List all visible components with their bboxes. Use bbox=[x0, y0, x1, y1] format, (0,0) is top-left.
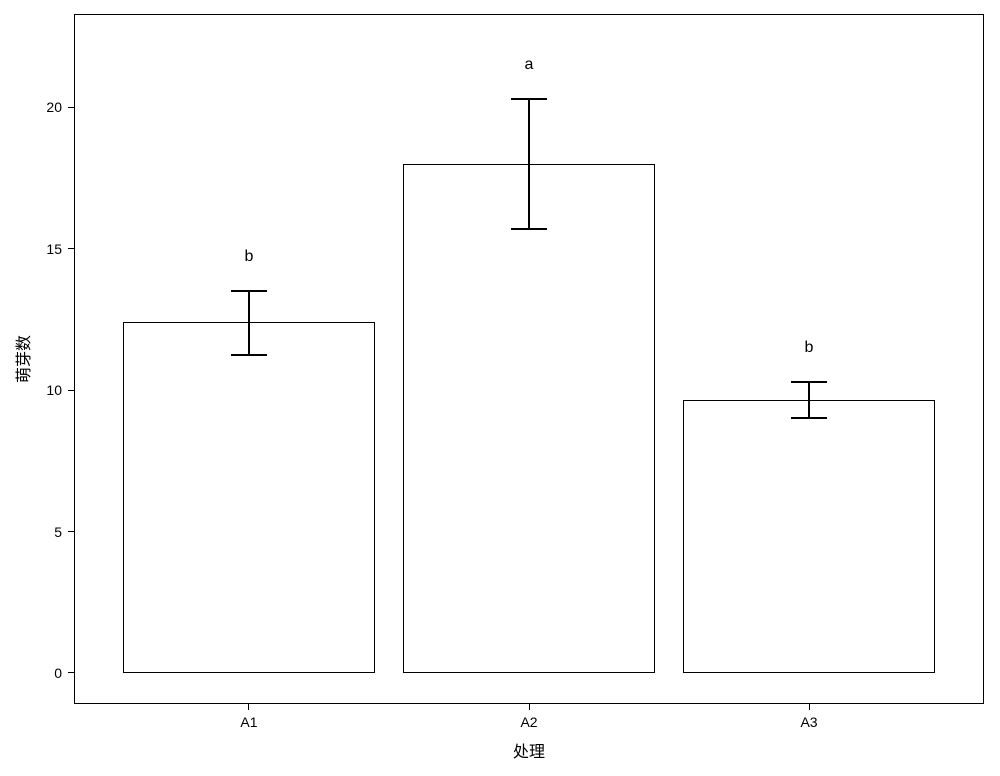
y-tick bbox=[68, 672, 74, 673]
y-tick bbox=[68, 390, 74, 391]
x-tick bbox=[248, 704, 249, 710]
y-axis-title: 萌芽数 bbox=[10, 335, 34, 383]
x-tick-label: A2 bbox=[520, 714, 537, 730]
x-tick bbox=[809, 704, 810, 710]
errorbar-stem bbox=[248, 291, 250, 355]
x-tick-label: A3 bbox=[800, 714, 817, 730]
y-tick-label: 15 bbox=[0, 241, 62, 257]
y-tick bbox=[68, 107, 74, 108]
y-tick-label: 0 bbox=[0, 665, 62, 681]
errorbar-cap-bottom bbox=[511, 228, 547, 230]
errorbar-cap-top bbox=[511, 98, 547, 100]
y-tick bbox=[68, 248, 74, 249]
significance-label: b bbox=[245, 248, 254, 266]
bar bbox=[123, 322, 375, 673]
errorbar-cap-bottom bbox=[791, 417, 827, 419]
figure: 0 5 10 15 20 A1 A2 A3 b a b 萌芽数 处理 bbox=[0, 0, 1000, 776]
errorbar-cap-top bbox=[791, 381, 827, 383]
errorbar-stem bbox=[808, 382, 810, 419]
y-tick-label: 20 bbox=[0, 99, 62, 115]
x-tick-label: A1 bbox=[240, 714, 257, 730]
errorbar-cap-top bbox=[231, 290, 267, 292]
x-tick bbox=[529, 704, 530, 710]
bar bbox=[403, 164, 655, 673]
x-axis-title: 处理 bbox=[513, 738, 545, 762]
y-tick bbox=[68, 531, 74, 532]
significance-label: b bbox=[805, 339, 814, 357]
bar bbox=[683, 400, 935, 673]
y-tick-label: 5 bbox=[0, 524, 62, 540]
errorbar-cap-bottom bbox=[231, 354, 267, 356]
significance-label: a bbox=[525, 56, 534, 74]
errorbar-stem bbox=[528, 99, 530, 229]
y-tick-label: 10 bbox=[0, 382, 62, 398]
